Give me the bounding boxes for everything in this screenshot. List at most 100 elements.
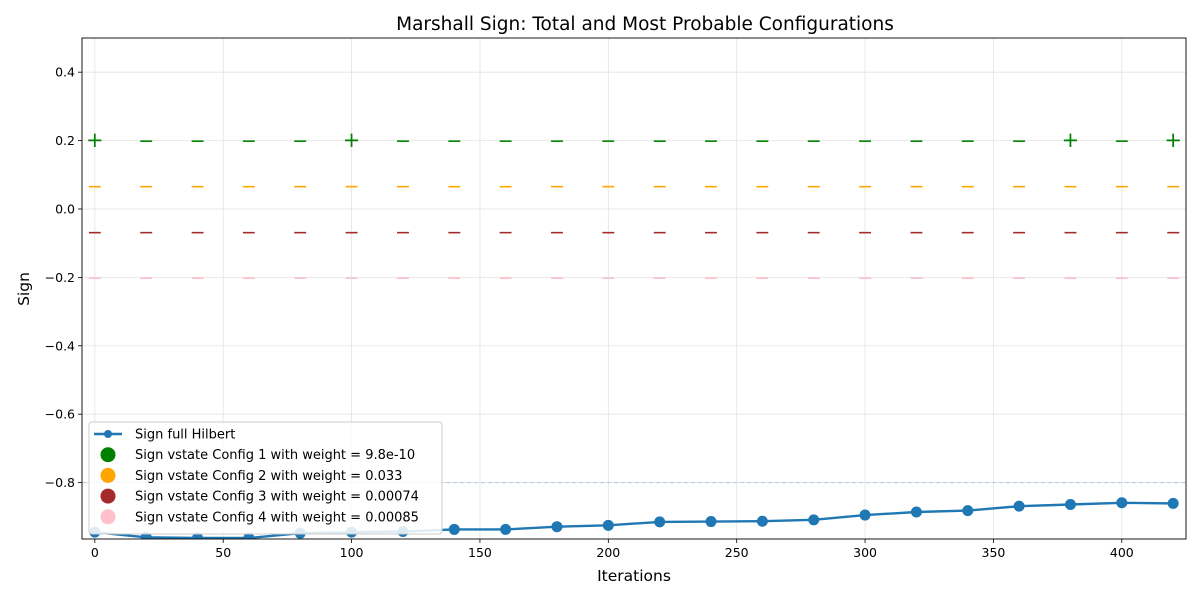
sign-series-2: − − − − − − − − − − − − − − − − − − − − − − [87,176,1181,198]
sign-marker: − [806,176,822,198]
sign-marker: − [190,130,206,152]
sign-marker: − [754,267,770,289]
sign-marker: − [138,176,154,198]
x-tick-label: 300 [853,545,877,560]
sign-full-hilbert-point [500,523,512,535]
sign-full-hilbert-point [1064,498,1076,510]
y-axis-ticks: 0.4 0.2 0.0 −0.2 −0.4 −0.6 −0.8 [45,65,82,490]
sign-full-hilbert-point [602,519,614,531]
sign-marker: − [652,267,668,289]
legend-label: Sign full Hilbert [135,428,235,443]
sign-full-hilbert-point [551,521,563,533]
y-tick-label: −0.4 [45,338,75,353]
sign-marker: − [498,221,514,243]
sign-full-hilbert-point [654,516,666,528]
sign-marker: − [908,130,924,152]
legend-item: Sign vstate Config 3 with weight = 0.000… [100,488,419,505]
sign-marker: − [1011,267,1027,289]
legend-item: Sign vstate Config 4 with weight = 0.000… [100,509,419,525]
sign-marker: − [857,221,873,243]
sign-marker: − [446,176,462,198]
sign-marker: − [600,267,616,289]
x-tick-label: 250 [725,545,749,560]
sign-marker: − [600,221,616,243]
sign-marker: − [498,130,514,152]
sign-full-hilbert-point [962,505,974,517]
sign-marker: − [549,221,565,243]
y-tick-label: 0.0 [55,201,75,216]
sign-series-4: − − − − − − − − − − − − − − − − − − − − − − [87,267,1181,289]
sign-marker: − [652,176,668,198]
grid-lines [82,38,1186,539]
x-axis-label: Iterations [597,567,671,585]
legend-item: Sign vstate Config 1 with weight = 9.8e-… [100,447,415,463]
sign-marker: − [703,221,719,243]
sign-marker: + [86,128,104,152]
sign-series-1: + − − − − + − − − − − − − − − − − − − + − + [86,128,1182,152]
sign-marker: − [1114,130,1130,152]
sign-marker: − [960,176,976,198]
sign-marker: − [498,267,514,289]
sign-marker: − [1114,176,1130,198]
sign-marker: − [960,130,976,152]
sign-marker: − [241,267,257,289]
sign-marker: − [549,176,565,198]
sign-marker: − [292,176,308,198]
legend-item: Sign full Hilbert [94,428,235,443]
sign-full-hilbert-point [756,515,768,527]
sign-marker: − [960,221,976,243]
x-tick-label: 0 [91,545,99,560]
sign-marker: − [87,176,103,198]
sign-full-hilbert-point [808,514,820,526]
x-tick-label: 150 [468,545,492,560]
sign-full-hilbert-point [448,523,460,535]
y-tick-label: 0.4 [55,65,75,80]
sign-marker: − [344,267,360,289]
sign-marker: − [446,221,462,243]
y-tick-label: −0.6 [45,407,75,422]
sign-marker: − [344,176,360,198]
sign-full-hilbert-point [859,509,871,521]
sign-marker: − [600,130,616,152]
sign-marker: − [1063,221,1079,243]
sign-marker: − [806,267,822,289]
x-tick-label: 100 [340,545,364,560]
sign-marker: − [446,267,462,289]
legend-marker-swatch [100,509,116,525]
sign-marker: − [857,267,873,289]
sign-full-hilbert-point [1013,500,1025,512]
sign-marker: − [703,130,719,152]
sign-marker: − [549,267,565,289]
legend-item: Sign vstate Config 2 with weight = 0.033 [100,467,402,484]
legend-marker-swatch [100,467,116,483]
y-axis-label: Sign [15,272,33,306]
sign-marker: − [703,267,719,289]
sign-full-hilbert-point [1167,497,1179,509]
sign-marker: − [446,130,462,152]
legend-label: Sign vstate Config 3 with weight = 0.000… [135,490,419,505]
x-tick-label: 350 [982,545,1006,560]
legend: Sign full Hilbert Sign vstate Config 1 wi… [88,421,443,535]
sign-marker: − [241,176,257,198]
sign-marker: − [1165,221,1181,243]
sign-marker: − [754,221,770,243]
sign-marker: − [1011,176,1027,198]
x-axis-ticks: 0 50 100 150 200 250 300 350 400 [91,539,1134,560]
axes-frame [81,37,1187,540]
sign-full-hilbert-point [910,506,922,518]
sign-marker: − [395,221,411,243]
sign-marker: − [857,176,873,198]
sign-marker: − [190,267,206,289]
sign-marker: + [1164,128,1182,152]
sign-marker: − [190,221,206,243]
legend-marker-swatch [100,447,116,463]
sign-marker: − [908,221,924,243]
sign-marker: − [395,176,411,198]
sign-marker: − [806,130,822,152]
sign-marker: − [652,221,668,243]
legend-box [88,421,443,535]
sign-marker: − [292,267,308,289]
sign-full-hilbert-point [1116,497,1128,509]
sign-marker: − [806,221,822,243]
